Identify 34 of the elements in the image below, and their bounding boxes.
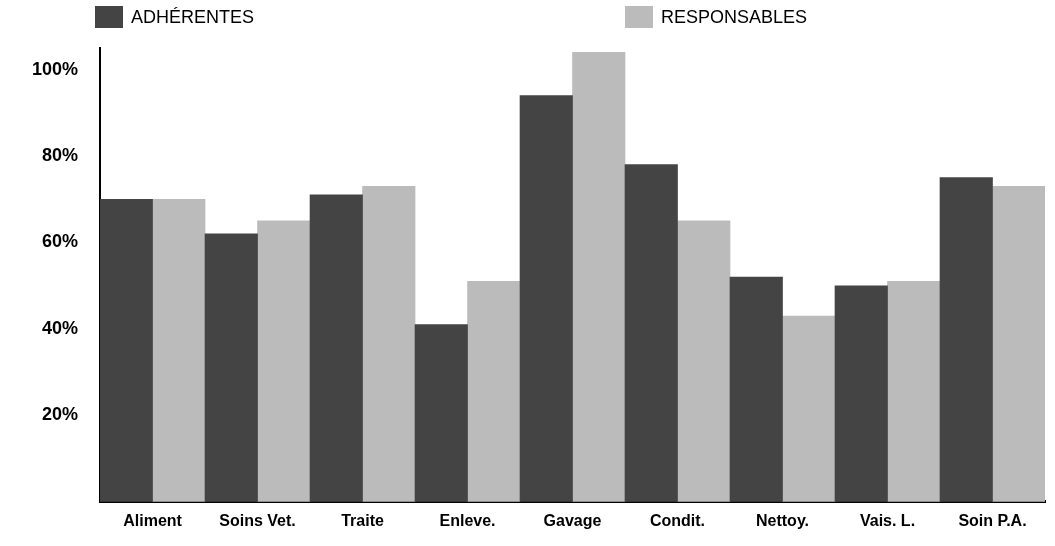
- bar: [519, 95, 573, 502]
- bar: [782, 315, 836, 502]
- y-tick-label: 60%: [42, 231, 79, 252]
- bar: [624, 164, 678, 502]
- bar: [939, 177, 993, 502]
- bar: [834, 285, 888, 502]
- y-tick-label: 100%: [31, 58, 79, 79]
- x-tick-label: Traite: [341, 511, 384, 529]
- bar: [362, 185, 416, 502]
- x-tick-label: Enleve.: [439, 511, 496, 529]
- x-tick-label: Soin P.A.: [958, 511, 1027, 529]
- x-tick-label: Soins Vet.: [219, 511, 296, 529]
- bar: [100, 198, 153, 502]
- x-tick-label: Aliment: [123, 511, 183, 529]
- x-tick-label: Vais. L.: [859, 511, 916, 529]
- bar: [152, 198, 206, 502]
- bar: [467, 281, 521, 502]
- bar: [729, 276, 783, 502]
- legend-label: RESPONSABLES: [661, 6, 808, 28]
- bar: [572, 51, 626, 502]
- x-tick-label: Condit.: [649, 511, 706, 529]
- x-tick-label: Gavage: [543, 511, 602, 529]
- y-tick-label: 40%: [42, 317, 79, 338]
- legend-label: ADHÉRENTES: [131, 6, 255, 28]
- bar: [309, 194, 363, 502]
- bar: [677, 220, 731, 502]
- bar: [414, 324, 468, 502]
- x-tick-label: Nettoy.: [755, 511, 810, 529]
- bar: [204, 233, 258, 502]
- y-tick-label: 20%: [42, 404, 79, 425]
- y-tick-label: 80%: [42, 145, 79, 166]
- bar: [992, 185, 1045, 502]
- bar: [257, 220, 311, 502]
- bar: [887, 281, 941, 502]
